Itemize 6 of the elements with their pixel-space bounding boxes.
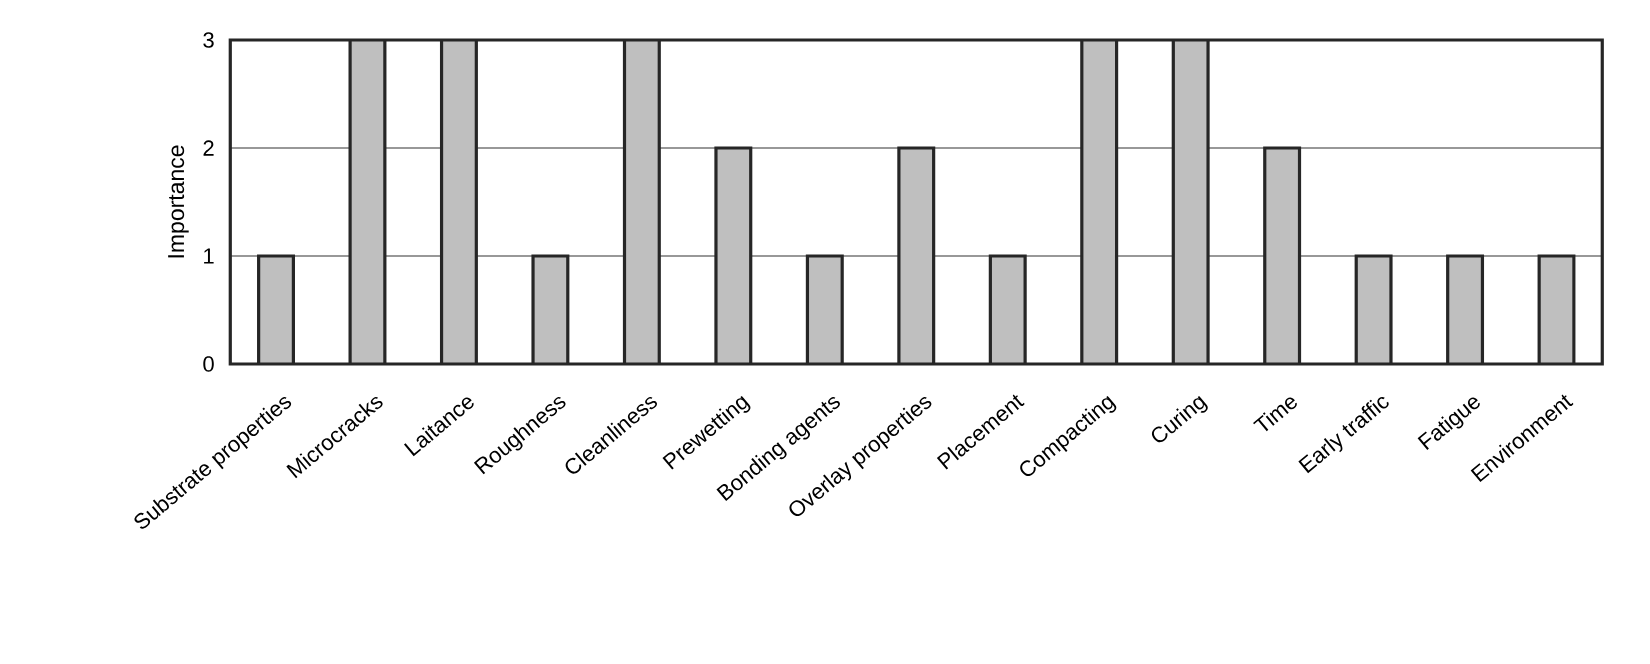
y-tick-label: 0 <box>203 356 214 372</box>
y-axis-title: Importance <box>168 145 189 258</box>
y-tick-label: 3 <box>203 32 214 48</box>
y-tick-label: 1 <box>204 248 214 264</box>
y-tick-label: 2 <box>203 140 214 156</box>
x-tick-label: Time <box>1253 397 1297 432</box>
